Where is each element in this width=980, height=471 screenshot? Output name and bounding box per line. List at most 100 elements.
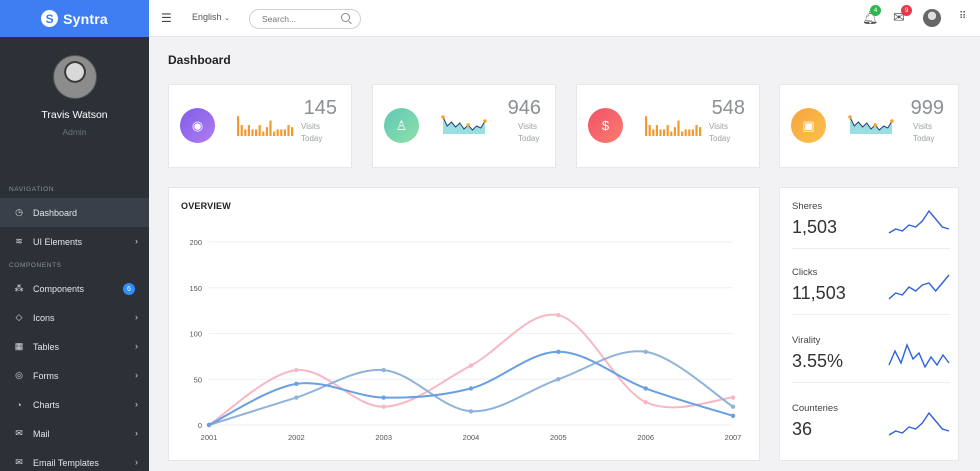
stat-sparkline xyxy=(645,116,702,136)
stat-label: Visits xyxy=(301,122,320,131)
social-sparkline xyxy=(888,274,950,300)
stat-label: Visits xyxy=(709,122,728,131)
chevron-right-icon: › xyxy=(135,457,138,467)
social-stat-row: Virality 3.55% xyxy=(792,327,950,383)
sparkline-bar xyxy=(244,129,247,136)
sparkline-bar xyxy=(652,129,655,136)
sparkline-dot xyxy=(873,123,877,127)
data-point xyxy=(556,313,561,318)
sidebar-item-label: Charts xyxy=(33,399,60,410)
language-label: English xyxy=(192,12,222,22)
sparkline-bar xyxy=(663,129,666,136)
stat-label: Visits xyxy=(518,122,537,131)
mail-icon[interactable]: ✉ xyxy=(893,9,905,25)
data-point xyxy=(730,413,736,419)
social-stat-label: Clicks xyxy=(792,267,818,278)
data-point xyxy=(468,363,474,368)
language-select[interactable]: English ⌄ xyxy=(192,12,230,22)
stat-value: 946 xyxy=(507,97,541,119)
data-point xyxy=(643,386,648,391)
layers-icon: ≋ xyxy=(15,236,23,246)
lifebuoy-icon: ◎ xyxy=(15,370,23,380)
stat-card: ♙ 946 Visits Today xyxy=(372,84,556,168)
sparkline-line xyxy=(849,116,893,131)
x-tick-label: 2001 xyxy=(201,433,218,442)
sidebar-item-label: UI Elements xyxy=(33,236,83,247)
sparkline-bar xyxy=(699,127,702,136)
sidebar-item-label: Dashboard xyxy=(33,207,78,218)
sidebar-item-icons[interactable]: ◇ Icons › xyxy=(0,303,149,332)
sparkline-bar xyxy=(276,129,279,136)
data-point xyxy=(381,395,386,400)
sidebar: S Syntra Travis Watson Admin NAVIGATION … xyxy=(0,0,149,471)
data-point xyxy=(206,422,212,428)
sparkline-bar xyxy=(681,131,684,136)
y-tick-label: 200 xyxy=(189,238,202,247)
data-point xyxy=(468,386,474,391)
sparkline-bar xyxy=(677,120,680,136)
user-name: Travis Watson xyxy=(41,109,108,121)
social-stat-label: Virality xyxy=(792,335,821,346)
sidebar-item-email-templates[interactable]: ✉ Email Templates › xyxy=(0,448,149,471)
data-point xyxy=(556,349,561,354)
sidebar-item-forms[interactable]: ◎ Forms › xyxy=(0,361,149,390)
social-sparkline xyxy=(888,343,950,369)
components-count-badge: 6 xyxy=(123,283,135,295)
user-avatar[interactable] xyxy=(923,9,941,27)
data-point xyxy=(294,395,299,400)
sidebar-item-charts[interactable]: ◔ Charts › xyxy=(0,390,149,419)
data-point xyxy=(381,404,386,409)
search-input[interactable] xyxy=(249,9,361,29)
sparkline-dot xyxy=(483,119,487,123)
sparkline-line xyxy=(888,209,950,234)
sidebar-item-tables[interactable]: ▦ Tables › xyxy=(0,332,149,361)
sparkline-line xyxy=(888,411,950,436)
sidebar-item-ui-elements[interactable]: ≋ UI Elements › xyxy=(0,227,149,256)
sparkline-dot xyxy=(441,115,445,119)
brand-logo[interactable]: S Syntra xyxy=(0,0,149,37)
social-stat-row: Clicks 11,503 xyxy=(792,259,950,315)
sidebar-item-label: Tables xyxy=(33,341,60,352)
gauge-icon: ◷ xyxy=(15,207,23,217)
sparkline-bar xyxy=(262,131,265,136)
notification-count-badge: 4 xyxy=(870,5,881,16)
stat-card: ◉ 145 Visits Today xyxy=(168,84,352,168)
logo-icon: S xyxy=(41,10,59,27)
sparkline-bar xyxy=(291,127,294,136)
sidebar-item-label: Forms xyxy=(33,370,59,381)
sparkline-dot xyxy=(848,115,852,119)
sparkline-dot xyxy=(466,123,470,127)
search-icon[interactable] xyxy=(341,13,350,22)
social-stat-label: Counteries xyxy=(792,403,838,414)
sparkline-bar xyxy=(269,120,272,136)
social-sparkline xyxy=(888,209,950,234)
sparkline-bar xyxy=(273,131,276,136)
eye-icon: ◉ xyxy=(180,108,215,143)
x-tick-label: 2007 xyxy=(725,433,742,442)
apps-grid-icon[interactable]: ⠿ xyxy=(959,11,967,22)
data-point xyxy=(643,399,648,405)
sidebar-item-mail[interactable]: ✉ Mail › xyxy=(0,419,149,448)
sidebar-item-dashboard[interactable]: ◷ Dashboard xyxy=(0,198,149,227)
message-count-badge: 9 xyxy=(901,5,912,16)
sparkline-bar xyxy=(655,125,658,136)
overview-card: OVERVIEW 0 50 100 150 200 2001 2002 2003 2004 200… xyxy=(168,187,760,461)
user-role: Admin xyxy=(62,127,87,137)
sparkline-bar xyxy=(287,125,290,136)
x-tick-label: 2002 xyxy=(288,433,305,442)
y-tick-label: 0 xyxy=(198,421,202,430)
stat-label: Visits xyxy=(913,122,932,131)
social-stat-value: 3.55% xyxy=(792,351,844,371)
data-point xyxy=(556,377,561,382)
stat-sublabel: Today xyxy=(709,134,731,143)
hamburger-menu-icon[interactable]: ☰ xyxy=(161,11,172,25)
sparkline-bar xyxy=(237,116,240,136)
stat-card: ▣ 999 Visits Today xyxy=(779,84,959,168)
chevron-down-icon: ⌄ xyxy=(224,15,230,22)
sparkline-line xyxy=(442,116,486,131)
avatar[interactable] xyxy=(52,55,97,99)
nav-section-navigation: NAVIGATION xyxy=(9,186,55,193)
sparkline-bar xyxy=(258,125,261,136)
sidebar-item-components[interactable]: ⁂ Components 6 xyxy=(0,274,149,303)
page-title: Dashboard xyxy=(168,53,231,67)
